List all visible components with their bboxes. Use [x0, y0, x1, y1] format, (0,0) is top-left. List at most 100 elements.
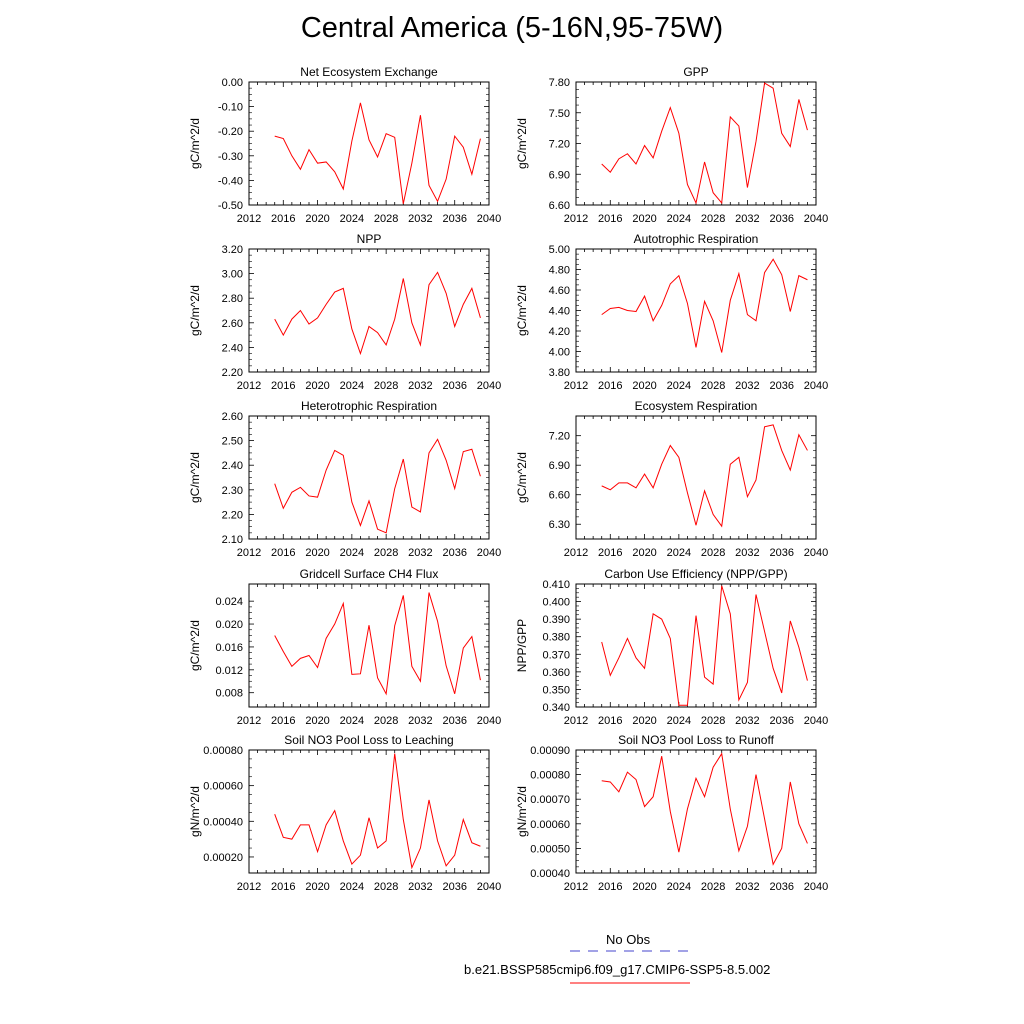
x-tick-label: 2032 — [408, 547, 432, 559]
y-tick-label: 4.00 — [549, 347, 570, 359]
x-tick-label: 2032 — [735, 213, 759, 225]
y-tick-label: 0.00060 — [530, 819, 570, 831]
x-tick-label: 2032 — [408, 715, 432, 727]
y-tick-label: 0.00060 — [203, 781, 243, 793]
y-tick-label: 0.016 — [215, 642, 243, 654]
series-line — [601, 82, 808, 205]
x-tick-label: 2032 — [408, 881, 432, 893]
series-line — [601, 752, 808, 866]
x-tick-label: 2024 — [340, 380, 364, 392]
y-tick-label: 2.60 — [222, 411, 243, 423]
x-tick-label: 2020 — [632, 380, 656, 392]
y-axis-label: gC/m^2/d — [188, 452, 202, 503]
x-tick-label: 2040 — [477, 547, 501, 559]
x-tick-label: 2020 — [305, 380, 329, 392]
x-tick-label: 2036 — [442, 380, 466, 392]
chart-gridcell-surface-ch4-flux: Gridcell Surface CH4 Flux gC/m^2/d 2012 201… — [188, 567, 501, 727]
series-line — [601, 258, 808, 353]
chart-soil-no3-pool-loss-to-leaching: Soil NO3 Pool Loss to Leaching gN/m^2/d 20… — [188, 733, 501, 893]
y-tick-label: 0.400 — [542, 597, 570, 609]
y-tick-label: 7.50 — [549, 108, 570, 120]
y-tick-label: 7.20 — [549, 431, 570, 443]
x-tick-label: 2020 — [305, 715, 329, 727]
y-axis-label: gC/m^2/d — [515, 452, 529, 503]
y-tick-label: 0.00080 — [203, 745, 243, 757]
plot-frame — [575, 749, 817, 874]
y-tick-label: 7.20 — [549, 139, 570, 151]
x-tick-label: 2016 — [271, 213, 295, 225]
y-tick-label: 0.00 — [222, 77, 243, 89]
x-tick-label: 2028 — [374, 213, 398, 225]
y-tick-label: 0.00090 — [530, 745, 570, 757]
x-tick-label: 2012 — [237, 547, 261, 559]
page-title: Central America (5-16N,95-75W) — [300, 12, 724, 44]
y-tick-label: 0.00070 — [530, 794, 570, 806]
y-tick-label: 3.20 — [222, 244, 243, 256]
x-tick-label: 2040 — [477, 881, 501, 893]
y-tick-label: 6.90 — [549, 460, 570, 472]
x-tick-label: 2012 — [237, 881, 261, 893]
x-tick-label: 2036 — [769, 881, 793, 893]
y-tick-label: -0.40 — [218, 175, 243, 187]
y-tick-label: 6.60 — [549, 200, 570, 212]
x-tick-label: 2016 — [271, 881, 295, 893]
x-tick-label: 2012 — [564, 881, 588, 893]
chart-carbon-use-efficiency-npp-gpp: Carbon Use Efficiency (NPP/GPP) NPP/GPP 20… — [515, 567, 828, 727]
x-tick-label: 2024 — [667, 380, 691, 392]
chart-title: Soil NO3 Pool Loss to Runoff — [618, 733, 775, 747]
x-tick-label: 2016 — [598, 715, 622, 727]
x-tick-label: 2036 — [442, 881, 466, 893]
y-tick-label: 2.60 — [222, 318, 243, 330]
series-line — [274, 753, 481, 870]
chart-ecosystem-respiration: Ecosystem Respiration gC/m^2/d 2012 2016 202… — [515, 399, 828, 559]
y-tick-label: -0.50 — [218, 200, 243, 212]
y-tick-label: -0.10 — [218, 102, 243, 114]
y-tick-label: 0.00050 — [530, 843, 570, 855]
y-tick-label: 0.380 — [542, 632, 570, 644]
chart-title: Soil NO3 Pool Loss to Leaching — [284, 733, 453, 747]
x-tick-label: 2016 — [598, 881, 622, 893]
y-tick-label: 4.20 — [549, 326, 570, 338]
x-tick-label: 2016 — [598, 380, 622, 392]
chart-title: Ecosystem Respiration — [635, 399, 758, 413]
y-tick-label: 0.410 — [542, 579, 570, 591]
x-tick-label: 2020 — [632, 213, 656, 225]
y-tick-label: 3.80 — [549, 367, 570, 379]
chart-title: Carbon Use Efficiency (NPP/GPP) — [604, 567, 787, 581]
plot-frame — [248, 248, 490, 373]
x-tick-label: 2024 — [340, 213, 364, 225]
series-line — [601, 585, 808, 706]
plot-frame — [248, 749, 490, 874]
plot-frame — [575, 248, 817, 373]
x-tick-label: 2012 — [237, 213, 261, 225]
y-tick-label: 6.60 — [549, 490, 570, 502]
y-tick-label: 0.00040 — [203, 816, 243, 828]
x-tick-label: 2028 — [701, 715, 725, 727]
x-tick-label: 2016 — [598, 213, 622, 225]
x-tick-label: 2040 — [477, 380, 501, 392]
x-tick-label: 2024 — [667, 881, 691, 893]
x-tick-label: 2036 — [442, 547, 466, 559]
x-tick-label: 2024 — [340, 715, 364, 727]
y-tick-label: 0.00040 — [530, 868, 570, 880]
x-tick-label: 2012 — [237, 715, 261, 727]
y-tick-label: 0.00020 — [203, 852, 243, 864]
y-tick-label: 6.30 — [549, 519, 570, 531]
y-axis-label: NPP/GPP — [515, 619, 529, 672]
series-line — [274, 592, 481, 696]
y-tick-label: 2.10 — [222, 534, 243, 546]
chart-heterotrophic-respiration: Heterotrophic Respiration gC/m^2/d 2012 201… — [188, 399, 501, 559]
series-line — [274, 271, 481, 356]
x-tick-label: 2032 — [735, 380, 759, 392]
y-tick-label: 0.390 — [542, 614, 570, 626]
chart-npp: NPP gC/m^2/d 2012 2016 2020 2024 2028 2032 2036 2… — [188, 232, 501, 392]
y-tick-label: 4.40 — [549, 306, 570, 318]
x-tick-label: 2028 — [701, 547, 725, 559]
y-axis-label: gC/m^2/d — [515, 285, 529, 336]
y-tick-label: 2.50 — [222, 436, 243, 448]
x-tick-label: 2024 — [667, 715, 691, 727]
y-tick-label: 2.30 — [222, 485, 243, 497]
y-tick-label: -0.30 — [218, 151, 243, 163]
y-axis-label: gC/m^2/d — [188, 620, 202, 671]
y-axis-label: gC/m^2/d — [188, 118, 202, 169]
